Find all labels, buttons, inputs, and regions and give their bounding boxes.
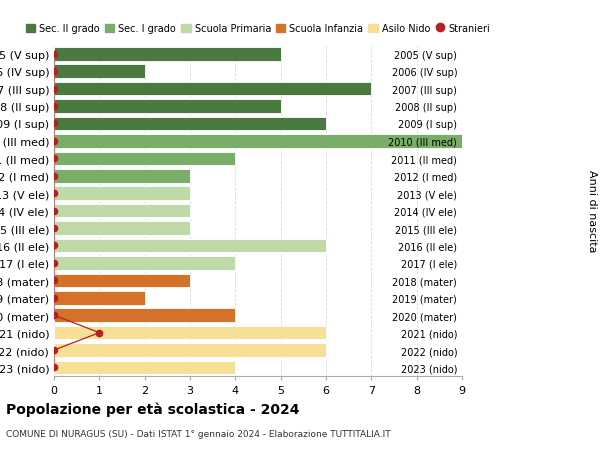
Bar (54, 118, 326, 131)
Bar (54, 257, 235, 270)
Bar (54, 291, 145, 305)
Text: Anni di nascita: Anni di nascita (587, 170, 597, 252)
Bar (54, 187, 190, 201)
Bar (54, 152, 235, 166)
Bar (54, 274, 190, 287)
Bar (54, 48, 281, 62)
Text: Popolazione per età scolastica - 2024: Popolazione per età scolastica - 2024 (6, 402, 299, 416)
Bar (54, 169, 190, 183)
Bar (54, 222, 190, 235)
Bar (54, 204, 190, 218)
Bar (54, 309, 235, 322)
Bar (54, 65, 145, 79)
Legend: Sec. II grado, Sec. I grado, Scuola Primaria, Scuola Infanzia, Asilo Nido, Stran: Sec. II grado, Sec. I grado, Scuola Prim… (22, 20, 494, 38)
Bar (54, 135, 462, 148)
Bar (54, 361, 235, 375)
Text: COMUNE DI NURAGUS (SU) - Dati ISTAT 1° gennaio 2024 - Elaborazione TUTTITALIA.IT: COMUNE DI NURAGUS (SU) - Dati ISTAT 1° g… (6, 429, 391, 438)
Bar (54, 100, 281, 113)
Bar (54, 326, 326, 340)
Bar (54, 239, 326, 253)
Bar (54, 83, 371, 96)
Bar (54, 343, 326, 357)
